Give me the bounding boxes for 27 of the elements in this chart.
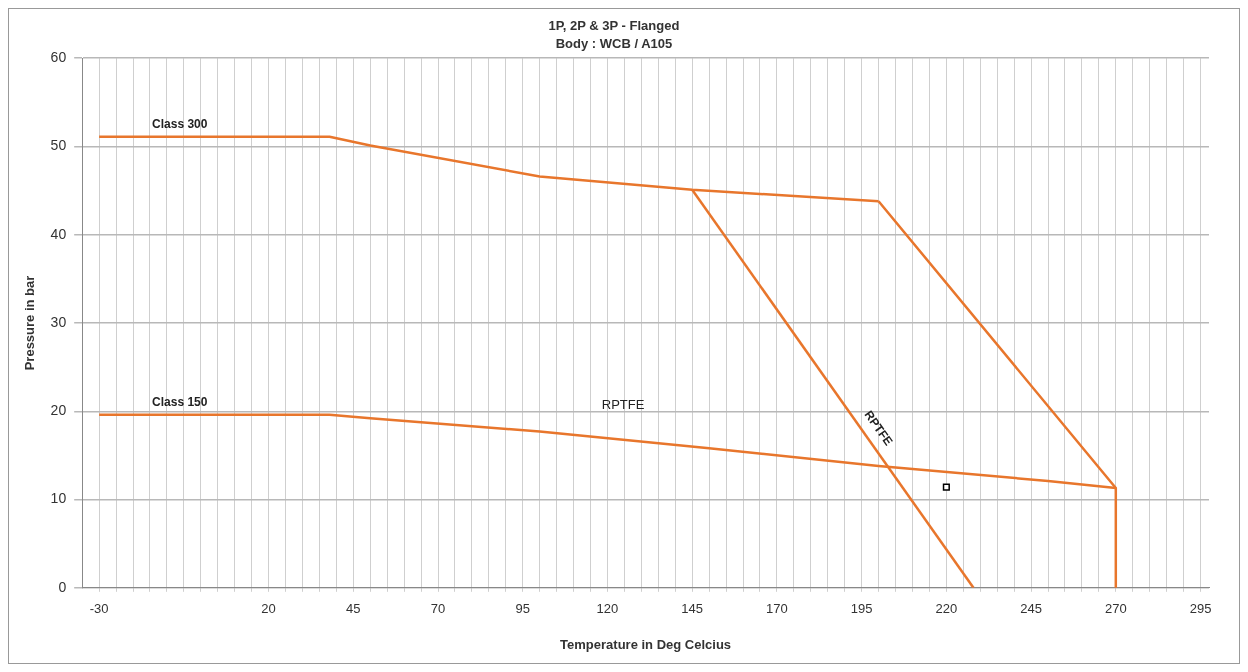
chart-subtitle: Body : WCB / A105 <box>555 35 673 51</box>
y-tick-label: 10 <box>50 490 67 507</box>
y-tick-label: 60 <box>50 49 67 66</box>
x-tick-label: 45 <box>346 601 361 617</box>
annotation: RPTFE <box>601 396 645 412</box>
x-axis-title: Temperature in Deg Celcius <box>560 636 732 652</box>
series-label: Class 150 <box>152 395 208 410</box>
series-label: Class 300 <box>152 117 208 132</box>
x-tick-label: 195 <box>850 601 873 617</box>
x-tick-label: 70 <box>430 601 446 617</box>
x-tick-label: 270 <box>1104 601 1127 617</box>
x-tick-label: 20 <box>261 601 276 617</box>
y-tick-label: 20 <box>50 402 67 419</box>
x-tick-label: 120 <box>596 601 619 617</box>
x-tick-label: 220 <box>935 601 958 617</box>
x-tick-label: 95 <box>515 601 530 617</box>
x-tick-label: 245 <box>1020 601 1042 617</box>
x-tick-label: 295 <box>1189 601 1212 617</box>
y-tick-label: 30 <box>50 313 67 330</box>
y-axis-title: Pressure in bar <box>22 275 38 371</box>
y-tick-label: 40 <box>50 225 67 242</box>
x-tick-label: 145 <box>681 601 704 617</box>
y-tick-label: 50 <box>50 137 67 154</box>
x-tick-label: -30 <box>89 601 109 617</box>
y-tick-label: 0 <box>58 578 67 595</box>
chart-title: 1P, 2P & 3P - Flanged <box>548 18 680 34</box>
x-tick-label: 170 <box>766 601 788 617</box>
